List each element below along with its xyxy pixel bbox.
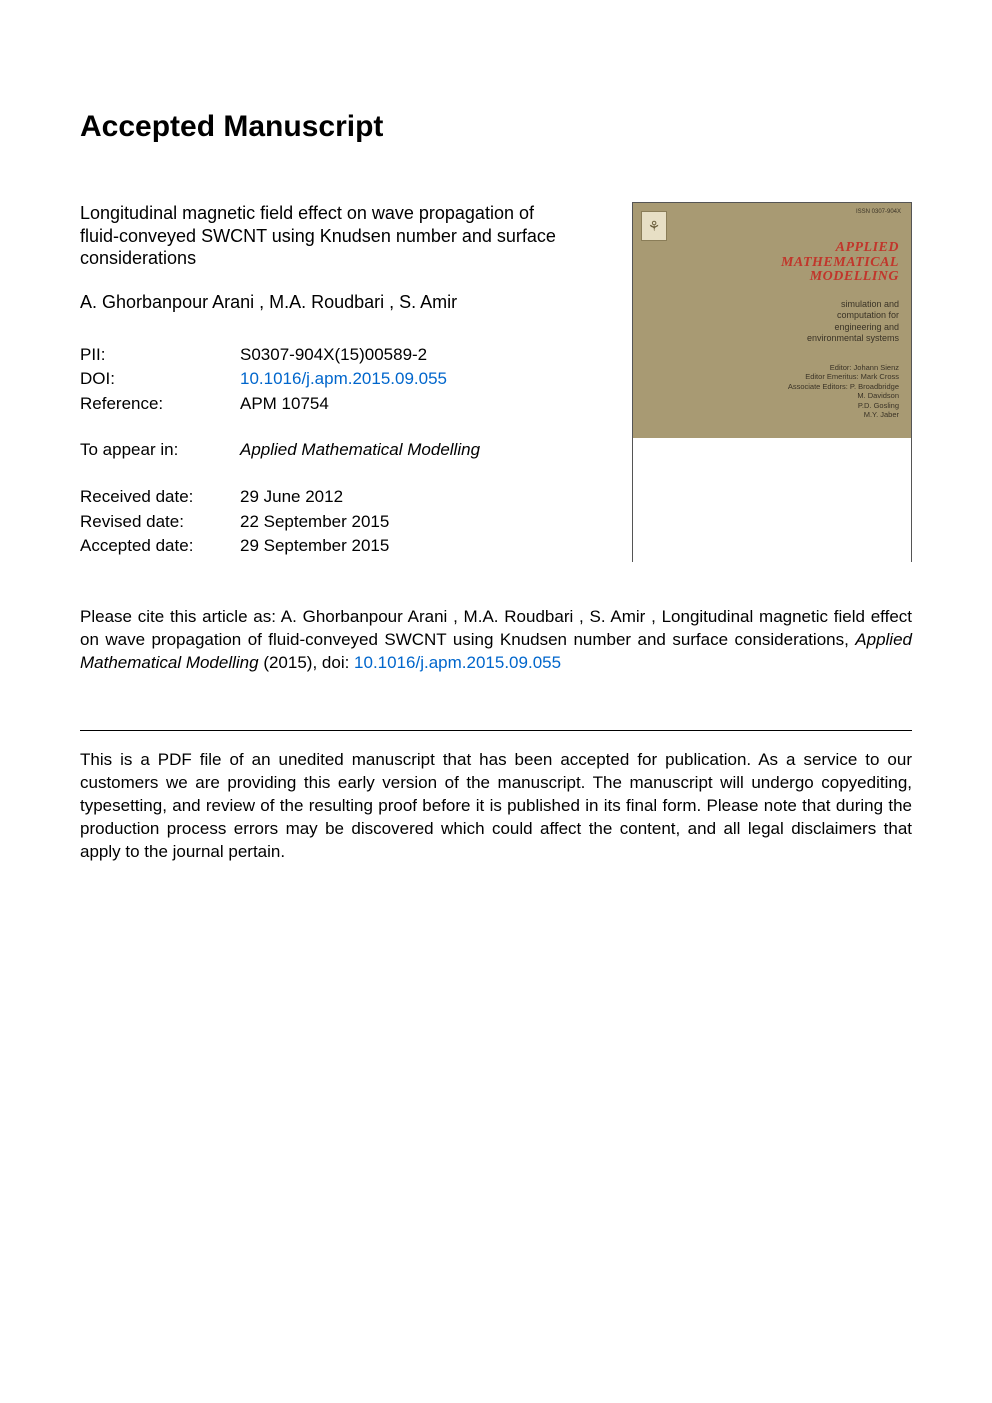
cover-brand-line1: APPLIED: [781, 241, 899, 256]
meta-row-received: Received date: 29 June 2012: [80, 485, 570, 510]
spacer: [80, 463, 570, 485]
pii-label: PII:: [80, 343, 240, 368]
reference-value: APM 10754: [240, 392, 570, 417]
citation-block: Please cite this article as: A. Ghorbanp…: [80, 606, 912, 675]
citation-doi-link[interactable]: 10.1016/j.apm.2015.09.055: [354, 653, 561, 672]
pii-value: S0307-904X(15)00589-2: [240, 343, 570, 368]
meta-row-pii: PII: S0307-904X(15)00589-2: [80, 343, 570, 368]
meta-row-reference: Reference: APM 10754: [80, 392, 570, 417]
cover-bottom-panel: [633, 438, 911, 563]
article-title: Longitudinal magnetic field effect on wa…: [80, 202, 570, 270]
accepted-manuscript-heading: Accepted Manuscript: [80, 110, 912, 144]
meta-row-appear: To appear in: Applied Mathematical Model…: [80, 438, 570, 463]
meta-table: PII: S0307-904X(15)00589-2 DOI: 10.1016/…: [80, 343, 570, 417]
elsevier-tree-icon: ⚘: [641, 211, 667, 241]
appear-table: To appear in: Applied Mathematical Model…: [80, 438, 570, 463]
cover-issn: ISSN 0307-904X: [856, 209, 901, 215]
cover-brand-line3: MODELLING: [781, 270, 899, 285]
appear-value: Applied Mathematical Modelling: [240, 438, 570, 463]
dates-table: Received date: 29 June 2012 Revised date…: [80, 485, 570, 559]
revised-value: 22 September 2015: [240, 510, 570, 535]
cover-editors: Editor: Johann SienzEditor Emeritus: Mar…: [788, 363, 899, 419]
received-label: Received date:: [80, 485, 240, 510]
cover-brand-line2: MATHEMATICAL: [781, 256, 899, 271]
journal-cover-thumbnail: ⚘ ISSN 0307-904X APPLIED MATHEMATICAL MO…: [632, 202, 912, 562]
doi-value: 10.1016/j.apm.2015.09.055: [240, 367, 570, 392]
received-value: 29 June 2012: [240, 485, 570, 510]
citation-year: (2015), doi:: [259, 653, 354, 672]
left-meta-block: Longitudinal magnetic field effect on wa…: [80, 202, 570, 559]
cover-top-panel: ⚘ ISSN 0307-904X APPLIED MATHEMATICAL MO…: [633, 203, 911, 438]
meta-row-doi: DOI: 10.1016/j.apm.2015.09.055: [80, 367, 570, 392]
disclaimer-text: This is a PDF file of an unedited manusc…: [80, 749, 912, 864]
divider: [80, 730, 912, 731]
revised-label: Revised date:: [80, 510, 240, 535]
accepted-label: Accepted date:: [80, 534, 240, 559]
cover-subtitle: simulation andcomputation forengineering…: [807, 299, 899, 344]
doi-link[interactable]: 10.1016/j.apm.2015.09.055: [240, 369, 447, 388]
reference-label: Reference:: [80, 392, 240, 417]
citation-prefix: Please cite this article as: A. Ghorbanp…: [80, 607, 912, 649]
cover-brand-title: APPLIED MATHEMATICAL MODELLING: [781, 241, 899, 285]
top-block: Longitudinal magnetic field effect on wa…: [80, 202, 912, 562]
appear-label: To appear in:: [80, 438, 240, 463]
doi-label: DOI:: [80, 367, 240, 392]
article-authors: A. Ghorbanpour Arani , M.A. Roudbari , S…: [80, 292, 570, 313]
meta-row-revised: Revised date: 22 September 2015: [80, 510, 570, 535]
spacer: [80, 416, 570, 438]
meta-row-accepted: Accepted date: 29 September 2015: [80, 534, 570, 559]
accepted-value: 29 September 2015: [240, 534, 570, 559]
